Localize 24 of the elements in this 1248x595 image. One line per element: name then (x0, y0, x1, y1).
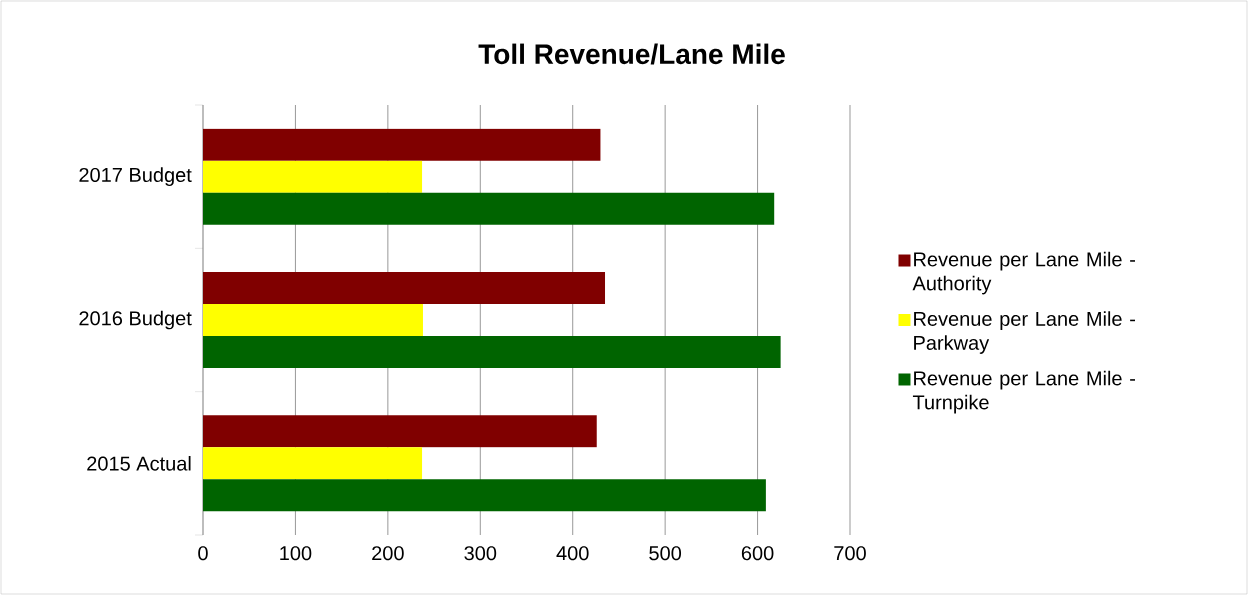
x-tick-label: 500 (649, 546, 682, 561)
bar (203, 479, 766, 512)
legend-label: Revenue per Lane Mile - Parkway (914, 311, 1135, 354)
bar (203, 415, 597, 448)
bar (203, 447, 423, 480)
bar (203, 192, 775, 225)
bar (203, 128, 601, 161)
legend-label: Revenue per Lane Mile - Authority (912, 251, 1135, 295)
x-tick-label: 0 (198, 546, 208, 561)
x-tick-label: 400 (556, 546, 589, 561)
chart-title: Toll Revenue/Lane Mile (478, 43, 785, 65)
y-tick-label: 2015 Actual (87, 455, 191, 471)
y-tick-label: 2017 Budget (79, 167, 192, 186)
x-tick-label: 100 (280, 546, 312, 561)
x-tick-label: 700 (834, 546, 866, 561)
bar (203, 272, 606, 304)
x-tick-label: 300 (464, 546, 497, 561)
bar (203, 336, 781, 368)
x-tick-label: 200 (372, 546, 404, 561)
x-tick-label: 600 (741, 546, 774, 561)
legend-label: Revenue per Lane Mile - Turnpike (912, 370, 1135, 414)
y-tick-label: 2016 Budget (79, 310, 192, 330)
bar (203, 304, 423, 336)
bar (203, 160, 423, 193)
